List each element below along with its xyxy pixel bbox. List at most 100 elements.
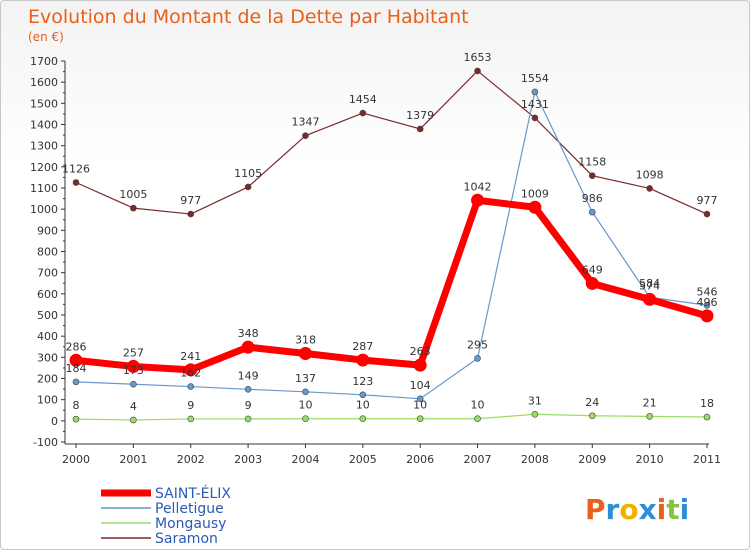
y-tick-label: 800: [37, 246, 58, 259]
data-label: 977: [180, 194, 201, 207]
series-point: [646, 413, 653, 420]
data-label: 287: [352, 340, 373, 353]
data-label: 257: [123, 346, 144, 359]
series-point: [126, 359, 140, 373]
y-tick-label: 0: [51, 415, 58, 428]
data-label: 1554: [521, 72, 549, 85]
logo-letter: i: [657, 493, 667, 526]
series-point: [244, 183, 252, 191]
series-point: [588, 412, 596, 420]
legend-label: Pelletigue: [155, 501, 224, 517]
y-tick-label: 1000: [30, 203, 58, 216]
data-label: 1105: [234, 167, 262, 180]
series-point: [700, 309, 714, 323]
data-label: 18: [700, 397, 714, 410]
x-tick-label: 2004: [291, 453, 319, 466]
series-point: [130, 380, 137, 388]
x-tick-label: 2000: [62, 453, 90, 466]
logo-letter: P: [585, 493, 606, 526]
data-label: 986: [582, 192, 603, 205]
series-point: [531, 114, 539, 122]
series-point: [69, 353, 83, 367]
series-line-0: [75, 196, 708, 374]
data-label: 286: [66, 340, 87, 353]
series-point: [588, 208, 596, 216]
y-tick-label: 200: [37, 373, 58, 386]
data-label: 162: [180, 367, 201, 380]
series-point: [130, 204, 137, 212]
data-label: 123: [352, 375, 373, 388]
series-line-3: [75, 70, 708, 215]
series-point: [416, 415, 424, 423]
data-label: 649: [582, 263, 603, 276]
data-label: 348: [238, 327, 259, 340]
x-tick-label: 2005: [349, 453, 377, 466]
data-label: 1454: [349, 93, 377, 106]
proxiti-logo: Proxiti: [585, 493, 689, 526]
y-tick-label: 400: [37, 330, 58, 343]
legend-label: SAINT-ÉLIX: [155, 485, 231, 502]
data-label: 584: [639, 277, 660, 290]
series-point: [72, 415, 80, 423]
data-label: 9: [187, 399, 194, 412]
series-point: [703, 301, 711, 309]
data-label: 496: [697, 296, 718, 309]
data-label: 149: [238, 369, 259, 382]
series-point: [703, 413, 711, 421]
series-point: [187, 383, 195, 390]
y-tick-label: 300: [37, 351, 58, 364]
x-tick-label: 2007: [464, 453, 492, 466]
data-label: 1098: [636, 168, 664, 181]
series-point: [474, 67, 481, 75]
y-tick-label: 1400: [30, 119, 58, 132]
y-tick-label: 100: [37, 394, 58, 407]
data-label: 4: [130, 400, 137, 413]
x-tick-label: 2009: [578, 453, 606, 466]
data-label: 574: [639, 279, 660, 292]
y-tick-label: 1700: [30, 55, 58, 68]
series-point: [416, 395, 424, 403]
x-tick-label: 2001: [119, 453, 147, 466]
series-point: [359, 109, 367, 117]
y-tick-label: 700: [37, 267, 58, 280]
series-point: [531, 410, 539, 418]
y-tick-label: 1500: [30, 97, 58, 110]
data-label: 21: [643, 396, 657, 409]
series-point: [302, 388, 309, 396]
series-point: [298, 347, 312, 361]
series-line-1: [75, 91, 708, 400]
series-point: [646, 185, 653, 192]
data-label: 1005: [119, 188, 147, 201]
series-line-2: [75, 413, 708, 421]
series-point: [187, 210, 195, 218]
series-point: [531, 88, 539, 96]
x-tick-label: 2010: [636, 453, 664, 466]
data-label: 546: [697, 285, 718, 298]
data-label: 1379: [406, 109, 434, 122]
y-tick-label: -100: [33, 436, 58, 449]
data-label: 1347: [291, 116, 319, 129]
data-label: 104: [410, 379, 431, 392]
series-point: [359, 415, 367, 423]
series-point: [528, 200, 542, 214]
data-label: 263: [410, 345, 431, 358]
x-tick-label: 2002: [177, 453, 205, 466]
logo-letter: i: [680, 493, 690, 526]
chart-subtitle: (en €): [28, 30, 64, 44]
logo-letter: x: [639, 493, 657, 526]
series-point: [474, 355, 481, 362]
series-point: [471, 193, 485, 207]
series-point: [241, 340, 255, 354]
series-point: [184, 363, 198, 377]
data-label: 137: [295, 372, 316, 385]
y-tick-label: 1300: [30, 140, 58, 153]
series-point: [302, 415, 309, 423]
series-layer: [69, 67, 714, 424]
series-point: [244, 415, 252, 423]
data-label: 1126: [62, 162, 90, 175]
legend-label: Mongausy: [155, 516, 226, 532]
data-label: 295: [467, 338, 488, 351]
